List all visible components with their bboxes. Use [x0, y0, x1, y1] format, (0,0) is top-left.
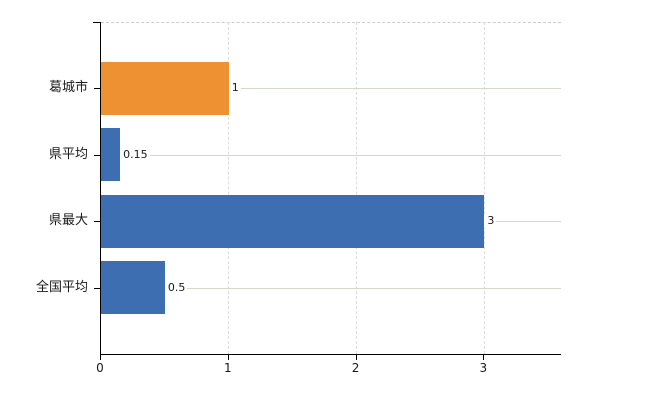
x-axis-tick: [100, 355, 101, 360]
horizontal-gridline: [101, 88, 561, 90]
x-axis-tick: [355, 355, 357, 360]
bar-0: [101, 61, 229, 115]
x-axis-tick: [227, 355, 229, 360]
x-tick-label: 0: [96, 361, 104, 375]
vertical-gridline: [356, 22, 358, 354]
category-label: 葛城市: [48, 80, 88, 96]
category-label: 県平均: [48, 146, 88, 162]
vertical-gridline: [228, 22, 230, 354]
bar-3: [101, 261, 165, 315]
plot-area: 1 0.15 3 0.5: [100, 22, 561, 355]
y-axis-tick: [94, 88, 100, 90]
y-axis-top-tick: [93, 22, 100, 23]
category-label: 全国平均: [35, 279, 88, 295]
x-axis-tick: [483, 355, 485, 360]
y-axis-tick: [94, 154, 100, 156]
horizontal-gridline: [101, 287, 561, 289]
bar-value-label: 3: [484, 214, 497, 229]
bar-value-label: 0.15: [120, 147, 150, 162]
bar-value-label: 1: [228, 81, 241, 96]
x-tick-label: 1: [223, 361, 232, 375]
x-tick-label: 2: [351, 361, 360, 375]
plot-top-border: [101, 22, 561, 23]
category-label: 県最大: [48, 213, 88, 229]
y-axis-tick: [94, 221, 100, 223]
bar-1: [101, 128, 121, 182]
bar-value-label: 0.5: [164, 280, 188, 295]
x-tick-label: 3: [479, 361, 488, 375]
bar-2: [101, 194, 485, 248]
horizontal-gridline: [101, 154, 561, 156]
y-axis-tick: [94, 287, 100, 289]
vertical-gridline: [483, 22, 485, 354]
